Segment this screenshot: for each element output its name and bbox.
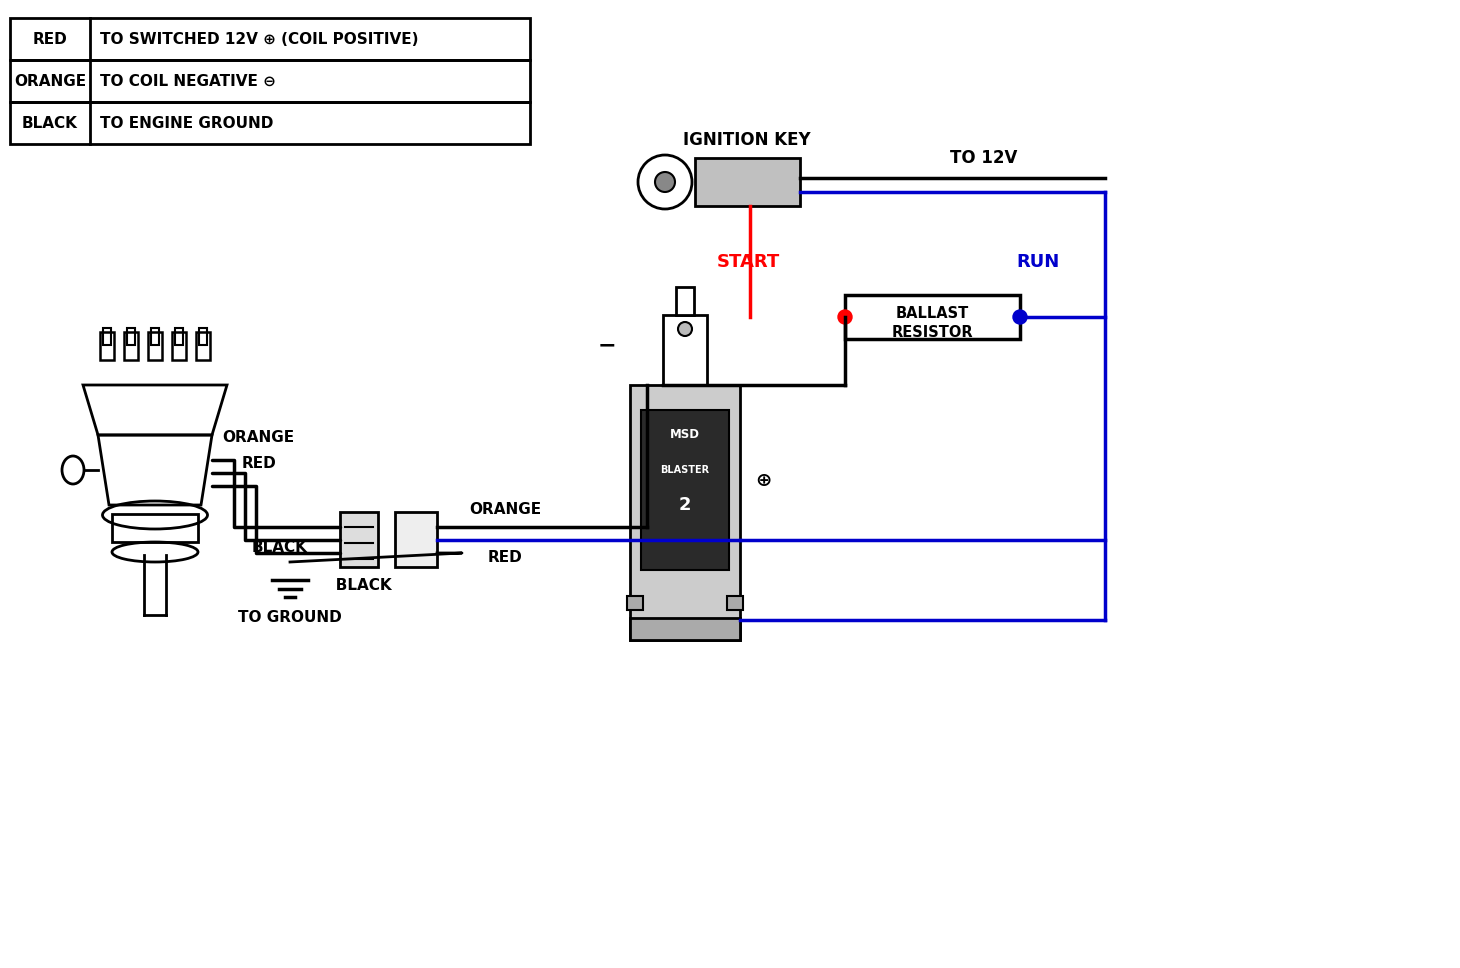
Text: TO SWITCHED 12V ⊕ (COIL POSITIVE): TO SWITCHED 12V ⊕ (COIL POSITIVE) [99, 32, 419, 46]
Bar [626, 596, 642, 610]
Bar [10, 18, 530, 60]
Text: MSD: MSD [670, 429, 699, 441]
Bar [112, 514, 199, 542]
Text: RED: RED [242, 456, 277, 470]
Bar [196, 332, 210, 360]
Bar [175, 328, 182, 345]
Bar [663, 315, 707, 385]
Text: 2: 2 [679, 496, 691, 514]
Bar [676, 287, 694, 315]
Text: ORANGE: ORANGE [469, 502, 542, 518]
Text: RED: RED [488, 550, 523, 564]
Text: −: − [597, 335, 616, 355]
Text: BALLAST
RESISTOR: BALLAST RESISTOR [892, 306, 974, 340]
Bar [199, 328, 207, 345]
Text: RUN: RUN [1016, 253, 1060, 271]
Bar [727, 596, 743, 610]
Circle shape [656, 172, 675, 192]
Text: ORANGE: ORANGE [15, 74, 86, 88]
Circle shape [677, 322, 692, 336]
Bar [172, 332, 185, 360]
Bar [150, 328, 159, 345]
Text: BLASTER: BLASTER [660, 465, 710, 475]
Bar [10, 60, 530, 102]
Bar [99, 332, 114, 360]
Bar [340, 512, 378, 567]
Bar [631, 385, 740, 640]
Text: BLACK: BLACK [22, 115, 77, 131]
Bar [104, 328, 111, 345]
Circle shape [1013, 310, 1026, 324]
Text: ORANGE: ORANGE [222, 431, 293, 445]
Text: BLACK: BLACK [253, 540, 308, 556]
Text: START: START [717, 253, 780, 271]
Text: RED: RED [32, 32, 67, 46]
Circle shape [838, 310, 853, 324]
Text: IGNITION KEY: IGNITION KEY [683, 131, 810, 149]
Bar [396, 512, 437, 567]
Bar [127, 328, 134, 345]
Bar [695, 158, 800, 206]
Bar [147, 332, 162, 360]
Text: BLACK: BLACK [320, 578, 391, 592]
Text: TO ENGINE GROUND: TO ENGINE GROUND [99, 115, 273, 131]
Circle shape [638, 155, 692, 209]
Bar [631, 618, 740, 640]
Text: TO GROUND: TO GROUND [238, 611, 342, 625]
Text: ⊕: ⊕ [755, 470, 771, 490]
Bar [641, 410, 729, 570]
Bar [10, 102, 530, 144]
Text: TO COIL NEGATIVE ⊖: TO COIL NEGATIVE ⊖ [99, 74, 276, 88]
Text: TO 12V: TO 12V [950, 149, 1018, 167]
Bar [124, 332, 139, 360]
Bar [845, 295, 1021, 339]
